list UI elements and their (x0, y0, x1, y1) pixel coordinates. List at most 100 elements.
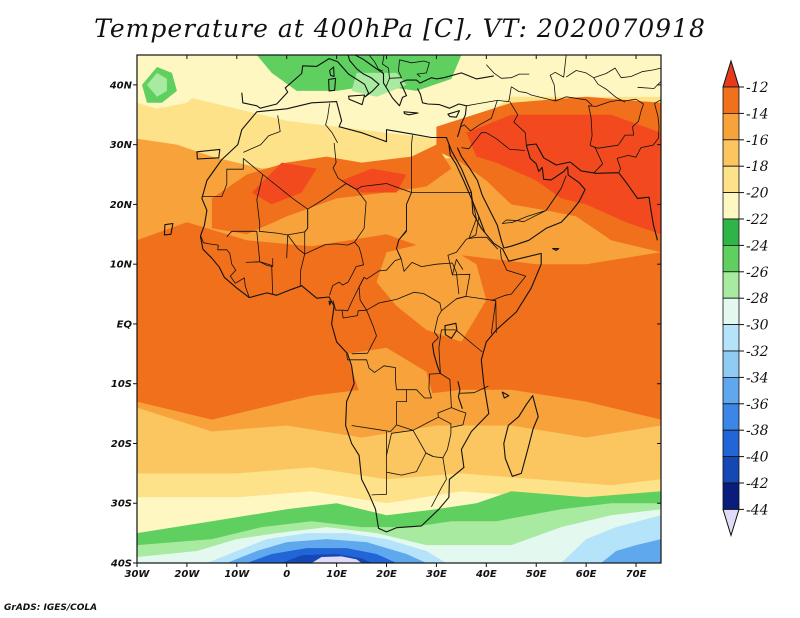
country-border (368, 55, 384, 72)
country-border (243, 158, 309, 236)
colorbar-swatch (722, 376, 740, 405)
country-border (399, 59, 430, 78)
region-interior-mid (376, 240, 487, 342)
lon-tick-label: 0 (283, 569, 290, 580)
coastline-turkey-levant (417, 88, 467, 138)
colorbar-swatch (722, 271, 740, 299)
colorbar-label: -12 (746, 80, 769, 96)
lat-tick-label: 40S (110, 559, 132, 570)
coastline-bioko (328, 300, 332, 306)
country-border (201, 158, 244, 197)
chart-title: Temperature at 400hPa [C], VT: 202007091… (94, 14, 706, 43)
country-border (396, 373, 452, 431)
colorbar-label: -14 (746, 106, 769, 122)
lat-tick-label: 10N (110, 260, 133, 271)
colorbar-label: -36 (746, 397, 769, 413)
country-border (468, 236, 499, 250)
colorbar-swatch (722, 350, 740, 378)
country-border (490, 299, 497, 333)
colorbar-label: -18 (746, 159, 769, 175)
region-atlantic-green-light (147, 72, 167, 97)
coastline-cape-verde (163, 222, 174, 236)
country-border (491, 249, 527, 301)
country-border (431, 457, 447, 507)
country-border (438, 329, 483, 374)
country-border (286, 234, 306, 287)
lat-tick-label: 20S (111, 439, 132, 450)
lon-tick-label: 20W (174, 569, 200, 580)
country-border (325, 103, 338, 144)
region-north-pale-band (137, 55, 661, 139)
colorbar-swatch (722, 113, 740, 141)
country-border (565, 70, 626, 103)
colorbar-swatch (722, 456, 740, 484)
country-border (441, 296, 497, 335)
colorbar-swatch (722, 218, 740, 246)
lon-tick-label: 10E (326, 569, 347, 580)
country-border (329, 241, 364, 296)
country-border (486, 64, 530, 79)
lat-tick-label: 30S (111, 499, 132, 510)
country-border (385, 78, 390, 87)
temperature-field (137, 55, 661, 563)
coastline-africa-coast (199, 101, 542, 533)
country-border (341, 309, 377, 355)
coastline-sicily (348, 94, 366, 106)
credit-text: GrADS: IGES/COLA (4, 603, 98, 613)
country-border (358, 192, 442, 344)
coastline-sri-lanka (685, 265, 695, 288)
country-border (386, 452, 434, 476)
country-border (332, 135, 413, 193)
lon-tick-label: 20E (376, 569, 397, 580)
country-border (593, 67, 661, 79)
country-border (509, 101, 527, 145)
coastline-arabia-coast (456, 143, 659, 249)
colorbar-label: -22 (746, 212, 769, 228)
lon-tick-label: 30W (125, 569, 151, 580)
colorbar-bottom-arrow (722, 508, 740, 538)
country-border (616, 99, 661, 173)
region-sahara-warm (211, 144, 452, 235)
colorbar-swatch (722, 192, 740, 220)
lat-tick-label: 30N (110, 140, 133, 151)
lat-tick-label: EQ (117, 319, 133, 330)
colorbar-label: -24 (746, 238, 769, 254)
colorbar-label: -44 (746, 502, 769, 518)
country-border (346, 353, 407, 432)
region-sahara-warmest-east (341, 168, 407, 193)
coastline-socotra (552, 248, 560, 251)
coastline-lake-victoria (444, 322, 458, 339)
colorbar-label: -30 (746, 318, 769, 334)
coastline-corsica (329, 66, 335, 78)
colorbar-swatch (722, 297, 740, 326)
colorbar-swatch (722, 86, 740, 114)
colorbar-label: -28 (746, 291, 769, 307)
colorbar-swatch (722, 244, 740, 273)
colorbar-label: -20 (746, 186, 769, 202)
country-border (466, 100, 498, 107)
region-southeast-blue (601, 539, 661, 563)
region-central-africa-warm (137, 222, 661, 420)
plot-frame (136, 54, 662, 564)
colorbar-label: -38 (746, 423, 769, 439)
colorbar-label: -32 (746, 344, 769, 360)
country-border (386, 416, 452, 459)
colorbar-swatch (722, 429, 740, 458)
lat-tick-label: 10S (111, 379, 132, 390)
region-interior-south-mid (346, 347, 437, 432)
lat-tick-label: 20N (110, 200, 133, 211)
coastline-lake-tanganyika (431, 343, 441, 375)
country-border (501, 188, 562, 224)
lon-tick-label: 40E (475, 569, 497, 580)
country-border (447, 216, 480, 300)
country-border (588, 98, 644, 173)
coastline-madagascar (503, 395, 539, 477)
colorbar-label: -16 (746, 133, 769, 149)
country-border (200, 235, 250, 298)
lon-tick-label: 50E (526, 569, 547, 580)
lon-tick-label: 60E (576, 569, 597, 580)
coastline-comoros (501, 391, 510, 399)
colorbar-label: -34 (746, 370, 769, 386)
lat-tick-label: 40N (109, 80, 133, 91)
